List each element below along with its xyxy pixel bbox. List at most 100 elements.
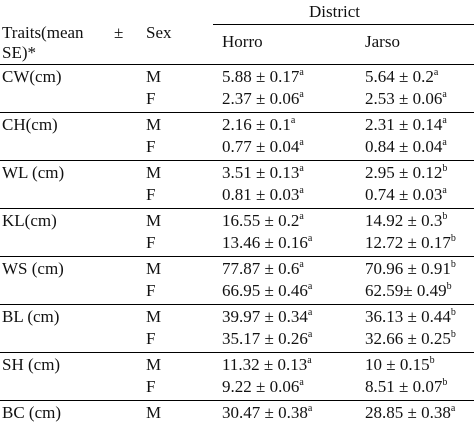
significance-letter: a	[299, 89, 304, 100]
cell-value: 32.66 ± 0.25	[365, 329, 451, 348]
significance-letter: a	[433, 67, 439, 78]
jarso-male-cell: 36.13 ± 0.44b	[365, 307, 456, 327]
jarso-female-cell: 62.59± 0.49b	[365, 281, 452, 301]
horro-male-cell: 3.51 ± 0.13a	[222, 163, 304, 183]
cell-value: 70.96 ± 0.91	[365, 259, 451, 278]
jarso-female-cell: 2.53 ± 0.06a	[365, 89, 447, 109]
cell-value: 2.37 ± 0.06	[222, 89, 300, 108]
cell-value: 0.77 ± 0.04	[222, 137, 300, 156]
significance-letter: b	[429, 355, 435, 366]
cell-value: 30.47 ± 0.38	[222, 403, 308, 422]
trait-label: CW(cm)	[2, 67, 62, 86]
significance-letter: a	[307, 233, 313, 244]
significance-letter: a	[299, 377, 304, 388]
significance-letter: a	[442, 115, 447, 126]
jarso-female-cell: 8.51 ± 0.07b	[365, 377, 447, 397]
cell-value: 14.92 ± 0.3	[365, 211, 443, 230]
horro-male-cell: 30.47 ± 0.38a	[222, 403, 312, 423]
jarso-male-cell: 10 ± 0.15b	[365, 355, 435, 375]
jarso-female-cell: 0.84 ± 0.04a	[365, 137, 447, 157]
jarso-female-cell: 12.72 ± 0.17b	[365, 233, 456, 253]
cell-value: 0.81 ± 0.03	[222, 185, 300, 204]
significance-letter: a	[442, 185, 447, 196]
significance-letter: a	[307, 329, 313, 340]
group-divider	[0, 256, 474, 257]
trait-label: BC (cm)	[2, 403, 62, 422]
trait-label: BL (cm)	[2, 307, 60, 326]
horro-female-cell: 0.77 ± 0.04a	[222, 137, 304, 157]
significance-letter: a	[307, 281, 313, 292]
significance-letter: a	[290, 115, 296, 126]
cell-value: 35.17 ± 0.26	[222, 329, 308, 348]
horro-female-cell: 13.46 ± 0.16a	[222, 233, 312, 253]
sex-label: M	[146, 115, 162, 134]
sex-label: F	[146, 233, 156, 252]
significance-letter: a	[299, 185, 304, 196]
cell-value: 2.95 ± 0.12	[365, 163, 443, 182]
jarso-male-cell: 14.92 ± 0.3b	[365, 211, 447, 231]
significance-letter: a	[299, 259, 304, 270]
horro-male-cell: 2.16 ± 0.1a	[222, 115, 295, 135]
significance-letter: b	[446, 281, 452, 292]
sex-label: F	[146, 377, 156, 396]
sex-label: F	[146, 185, 156, 204]
sex-label: F	[146, 89, 156, 108]
significance-letter: a	[307, 403, 313, 414]
cell-value: 13.46 ± 0.16	[222, 233, 308, 252]
trait-label: KL(cm)	[2, 211, 57, 230]
significance-letter: b	[450, 259, 456, 270]
significance-letter: a	[299, 137, 304, 148]
sex-label: M	[146, 163, 162, 182]
horro-male-cell: 5.88 ± 0.17a	[222, 67, 304, 87]
cell-value: 9.22 ± 0.06	[222, 377, 300, 396]
cell-value: 11.32 ± 0.13	[222, 355, 308, 374]
sex-label: M	[146, 307, 162, 326]
cell-value: 10 ± 0.15	[365, 355, 430, 374]
cell-value: 28.85 ± 0.38	[365, 403, 451, 422]
cell-value: 2.53 ± 0.06	[365, 89, 443, 108]
sex-label: F	[146, 329, 156, 348]
horro-female-cell: 9.22 ± 0.06a	[222, 377, 304, 397]
cell-value: 2.31 ± 0.14	[365, 115, 443, 134]
cell-value: 0.74 ± 0.03	[365, 185, 443, 204]
jarso-female-cell: 0.74 ± 0.03a	[365, 185, 447, 205]
group-divider	[0, 304, 474, 305]
header-traits-line1: Traits(mean	[2, 23, 84, 42]
jarso-male-cell: 2.31 ± 0.14a	[365, 115, 447, 135]
header-traits-line2: SE)*	[2, 43, 36, 62]
group-divider	[0, 208, 474, 209]
trait-label: CH(cm)	[2, 115, 58, 134]
header-bottom-rule	[0, 64, 474, 65]
significance-letter: b	[450, 329, 456, 340]
group-divider	[0, 112, 474, 113]
horro-female-cell: 0.81 ± 0.03a	[222, 185, 304, 205]
sex-label: F	[146, 137, 156, 156]
jarso-male-cell: 70.96 ± 0.91b	[365, 259, 456, 279]
significance-letter: a	[299, 211, 304, 222]
significance-letter: a	[307, 355, 312, 366]
significance-letter: a	[307, 307, 313, 318]
sex-label: M	[146, 355, 162, 374]
cell-value: 62.59± 0.49	[365, 281, 447, 300]
header-sex: Sex	[146, 23, 172, 42]
sex-label: M	[146, 211, 162, 230]
sex-label: M	[146, 67, 162, 86]
horro-male-cell: 16.55 ± 0.2a	[222, 211, 304, 231]
significance-letter: a	[299, 163, 304, 174]
header-jarso: Jarso	[365, 32, 400, 51]
horro-female-cell: 35.17 ± 0.26a	[222, 329, 312, 349]
group-divider	[0, 160, 474, 161]
significance-letter: b	[450, 307, 456, 318]
horro-female-cell: 66.95 ± 0.46a	[222, 281, 312, 301]
cell-value: 5.88 ± 0.17	[222, 67, 300, 86]
trait-label: WS (cm)	[2, 259, 64, 278]
horro-female-cell: 2.37 ± 0.06a	[222, 89, 304, 109]
horro-male-cell: 77.87 ± 0.6a	[222, 259, 304, 279]
group-divider	[0, 352, 474, 353]
significance-letter: b	[442, 377, 448, 388]
group-divider	[0, 400, 474, 401]
significance-letter: b	[442, 163, 448, 174]
district-underline	[213, 24, 474, 25]
cell-value: 5.64 ± 0.2	[365, 67, 434, 86]
